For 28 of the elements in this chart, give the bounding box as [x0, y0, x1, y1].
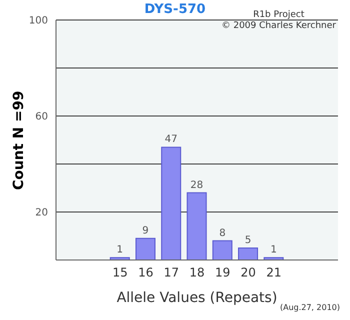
- data-label: 47: [164, 134, 178, 146]
- y-tick-label: 100: [28, 16, 48, 27]
- annotation: © 2009 Charles Kerchner: [221, 21, 336, 32]
- data-label: 1: [116, 244, 124, 256]
- data-label: 8: [219, 228, 226, 239]
- bar: [161, 146, 182, 260]
- data-label: 28: [190, 180, 204, 191]
- data-label: 1: [270, 244, 277, 256]
- y-tick-label: 60: [35, 112, 48, 123]
- chart-title: DYS-570: [144, 2, 206, 17]
- x-tick-label: 20: [240, 266, 256, 280]
- x-tick-label: 18: [189, 266, 205, 280]
- x-tick-label: 19: [214, 266, 230, 280]
- y-axis-title: Count N =99: [10, 90, 27, 190]
- data-label: 5: [244, 235, 252, 246]
- x-tick-label: 15: [112, 266, 128, 280]
- x-tick-label: 21: [266, 266, 282, 280]
- x-tick-label: 17: [164, 266, 180, 280]
- annotation: R1b Project: [252, 10, 306, 21]
- bar: [135, 238, 156, 260]
- bar: [186, 192, 207, 260]
- data-label: 9: [142, 225, 149, 236]
- y-tick-label: 20: [35, 208, 48, 219]
- x-tick-label: 16: [138, 266, 154, 280]
- bar: [238, 248, 258, 260]
- text: (Aug.27, 2010): [280, 303, 340, 312]
- x-axis-title: Allele Values (Repeats): [116, 290, 278, 306]
- bar: [212, 240, 232, 260]
